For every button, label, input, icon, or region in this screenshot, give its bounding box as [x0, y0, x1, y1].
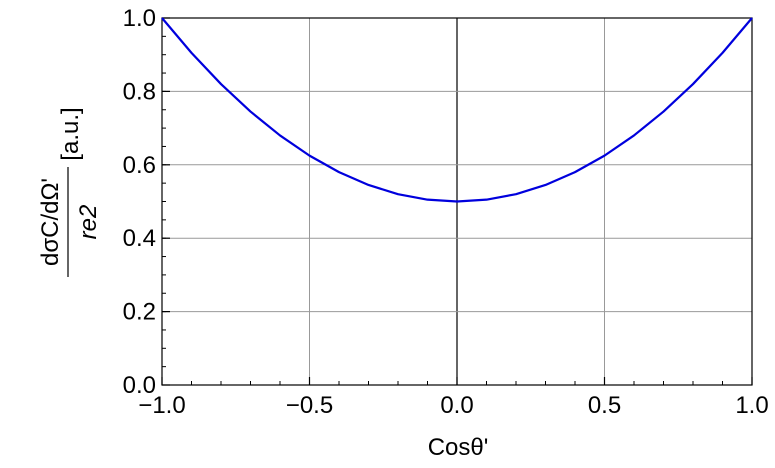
x-tick-label: 0.5: [588, 392, 621, 419]
series-line: [161, 17, 753, 203]
y-tick-label: 0.4: [123, 225, 156, 252]
x-axis-label: Cosθ': [428, 434, 489, 461]
y-axis-label-numerator: dσC/dΩ': [37, 178, 64, 266]
y-tick-label: 0.8: [123, 78, 156, 105]
x-ticks: −1.0 −0.5 0.0 0.5 1.0: [138, 377, 769, 419]
x-tick-label: 1.0: [735, 392, 768, 419]
y-axis-label-denominator: re2: [75, 205, 102, 240]
y-axis-label-unit: [a.u.]: [57, 107, 84, 160]
y-tick-label: 0.2: [123, 299, 156, 326]
x-tick-label: 0.0: [440, 392, 473, 419]
y-tick-label: 0.6: [123, 152, 156, 179]
x-tick-label: −1.0: [138, 392, 185, 419]
y-tick-label: 1.0: [123, 5, 156, 32]
y-ticks: 0.0 0.2 0.4 0.6 0.8 1.0: [123, 5, 170, 399]
x-tick-label: −0.5: [286, 392, 333, 419]
x-axis-label-text: Cosθ': [428, 434, 489, 461]
y-tick-label: 0.0: [123, 372, 156, 399]
series-layer: [161, 17, 753, 203]
y-axis-label: dσC/dΩ' re2 [a.u.]: [37, 107, 102, 277]
